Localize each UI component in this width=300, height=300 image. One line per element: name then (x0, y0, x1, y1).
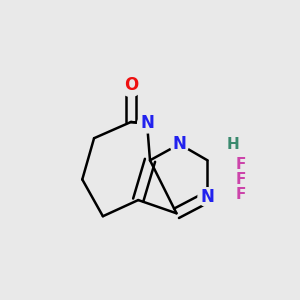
Circle shape (218, 136, 235, 152)
Text: N: N (172, 135, 186, 153)
Text: F
F
F: F F F (236, 157, 246, 202)
Circle shape (120, 74, 142, 96)
Text: N: N (140, 115, 154, 133)
Circle shape (198, 188, 217, 206)
Circle shape (170, 135, 189, 154)
Text: H: H (226, 136, 239, 152)
Circle shape (219, 163, 252, 196)
Circle shape (138, 114, 157, 133)
Text: N: N (200, 188, 214, 206)
Text: O: O (124, 76, 138, 94)
